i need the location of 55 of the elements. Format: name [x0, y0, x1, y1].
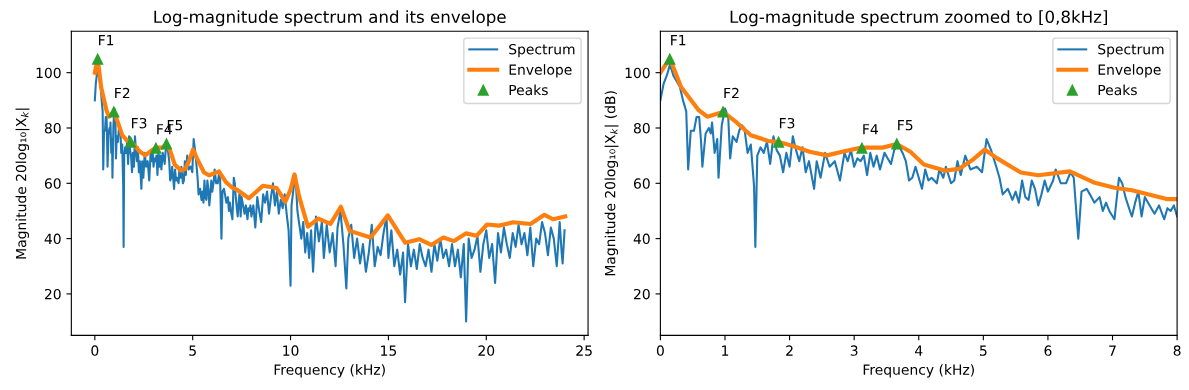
- x-tick-label: 20: [478, 345, 495, 356]
- point: [856, 142, 868, 154]
- legend-label: Peaks: [509, 84, 548, 96]
- point: [108, 106, 120, 118]
- point: [891, 138, 903, 150]
- x-tick-label: 8: [1173, 345, 1181, 356]
- y-tick-label: 60: [44, 178, 61, 189]
- point: [125, 136, 137, 148]
- legend-label: Envelope: [1098, 64, 1161, 78]
- point: [160, 138, 173, 150]
- y-tick-label: 100: [36, 67, 61, 79]
- legend-label: Envelope: [509, 64, 572, 78]
- x-tick-label: 0: [91, 345, 99, 356]
- annotation: F1: [99, 35, 114, 46]
- x-tick-label: 6: [1044, 345, 1052, 356]
- y-tick-label: 20: [44, 288, 61, 300]
- annotation: F1: [671, 35, 686, 46]
- legend-label: Spectrum: [509, 43, 575, 58]
- y-tick-label: 40: [44, 233, 61, 245]
- y-tick-label: 80: [44, 122, 61, 134]
- y-tick-label: 60: [633, 178, 650, 189]
- annotation: F3: [132, 117, 147, 129]
- y-tick-label: 20: [634, 288, 650, 300]
- y-axis-title: Magnitude 20log₁₀|X$_{k}$| (dB): [604, 91, 619, 276]
- x-tick-label: 25: [576, 345, 592, 356]
- x-tick-label: 3: [850, 345, 858, 356]
- point: [717, 106, 729, 118]
- x-axis-title: Frequency (kHz): [274, 364, 385, 378]
- annotation: F2: [115, 87, 130, 99]
- point: [92, 53, 104, 65]
- annotation: F5: [898, 120, 913, 131]
- chart-title: Log-magnitude spectrum zoomed to [0,8kHz]: [730, 10, 1108, 27]
- annotation: F2: [724, 87, 739, 99]
- x-tick-label: 15: [381, 345, 397, 356]
- y-tick-label: 40: [633, 233, 650, 245]
- x-tick-label: 10: [283, 345, 299, 356]
- x-tick-label: 7: [1109, 345, 1116, 356]
- x-tick-label: 5: [980, 345, 987, 356]
- x-axis-title: Frequency (kHz): [863, 364, 974, 378]
- y-axis-title: Magnitude 20log₁₀|X$_{k}$|: [15, 108, 30, 259]
- legend-label: Peaks: [1098, 84, 1137, 96]
- x-tick-label: 4: [915, 345, 923, 356]
- x-tick-label: 0: [656, 345, 664, 356]
- legend-label: Spectrum: [1098, 43, 1164, 58]
- point: [150, 142, 162, 154]
- x-tick-label: 2: [786, 345, 793, 356]
- point: [664, 53, 676, 65]
- y-tick-label: 80: [633, 122, 650, 134]
- y-tick-label: 100: [625, 67, 650, 79]
- x-tick-label: 1: [722, 345, 729, 356]
- point: [773, 136, 785, 148]
- annotation: F3: [779, 117, 795, 129]
- chart-title: Log-magnitude spectrum and its envelope: [154, 10, 506, 27]
- x-tick-label: 5: [189, 345, 196, 356]
- annotation: F4: [863, 124, 878, 135]
